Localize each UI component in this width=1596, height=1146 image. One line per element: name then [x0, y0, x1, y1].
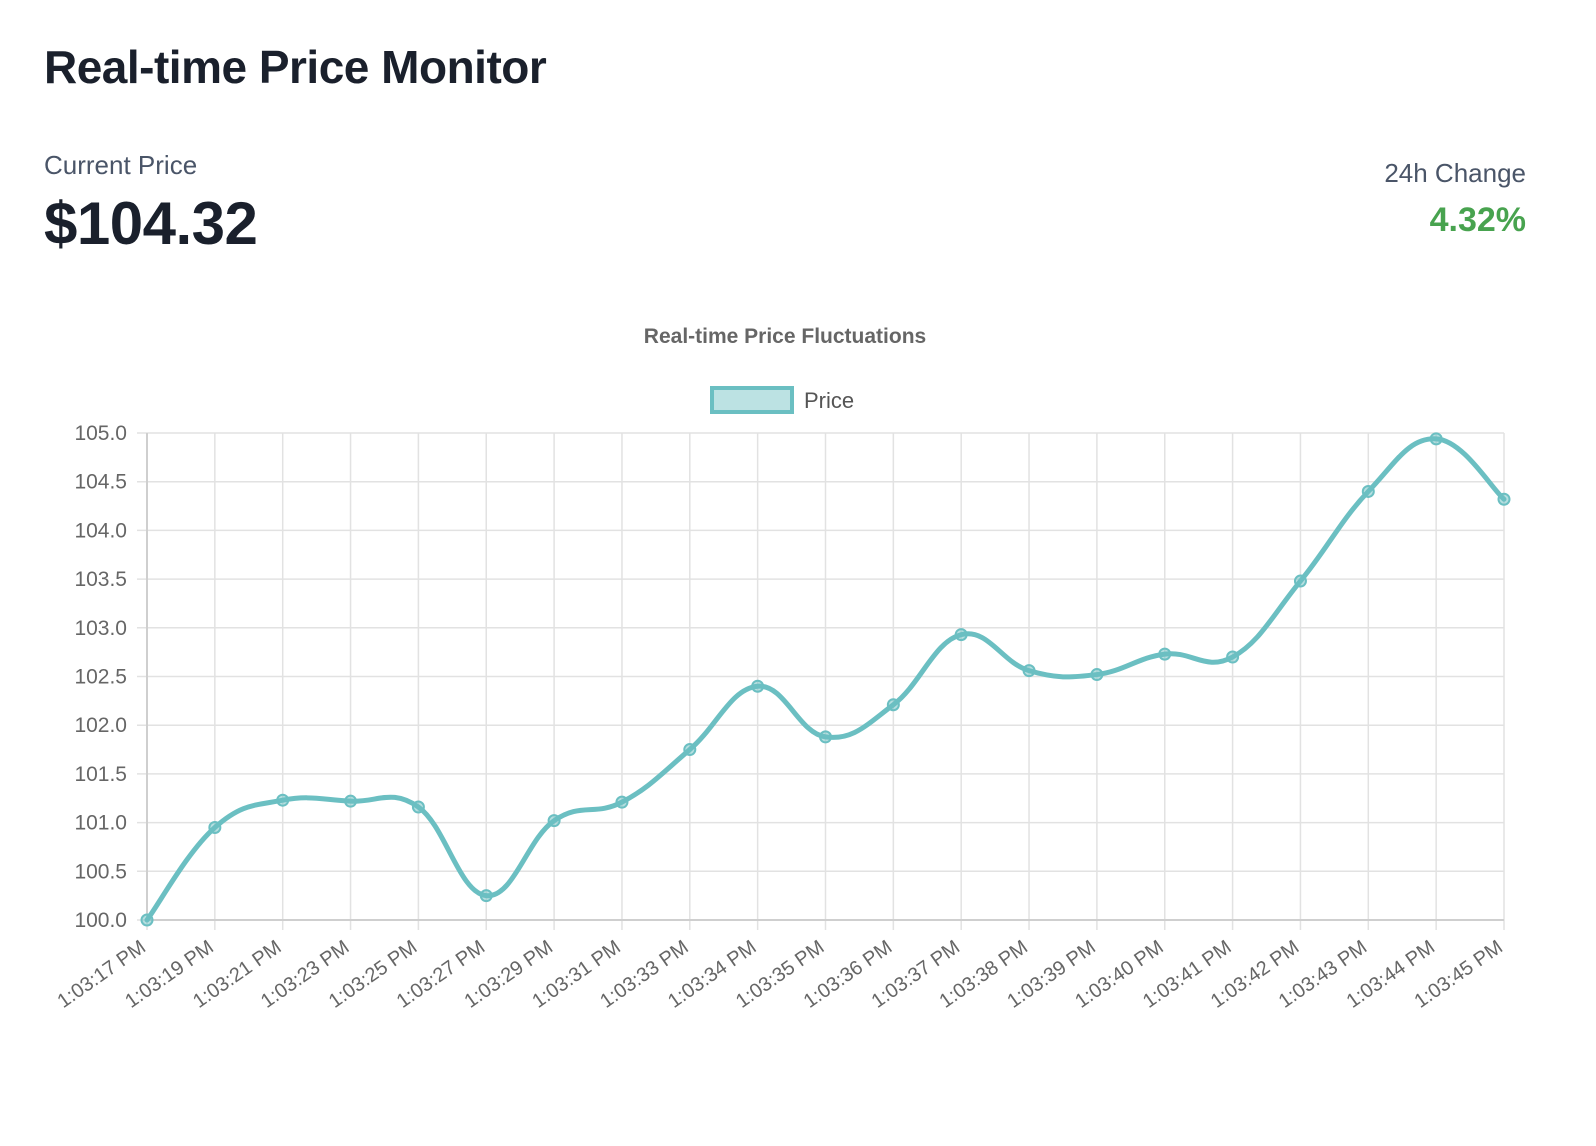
y-tick-label: 102.5 [74, 666, 127, 689]
data-point[interactable] [140, 913, 154, 927]
data-point[interactable] [1022, 664, 1036, 678]
current-price-value: $104.32 [44, 190, 258, 257]
y-tick-label: 100.5 [74, 860, 127, 883]
data-point[interactable] [1497, 492, 1511, 506]
legend-label: Price [804, 388, 854, 413]
y-tick-label: 100.0 [74, 909, 127, 932]
y-tick-label: 101.5 [74, 763, 127, 786]
y-tick-label: 103.0 [74, 617, 127, 640]
data-point[interactable] [411, 800, 425, 814]
data-point[interactable] [886, 698, 900, 712]
data-point[interactable] [479, 889, 493, 903]
data-point[interactable] [615, 795, 629, 809]
y-tick-label: 102.0 [74, 714, 127, 737]
price-chart: Real-time Price Fluctuations Price 100.0… [53, 325, 1511, 1013]
data-point[interactable] [819, 730, 832, 744]
data-point[interactable] [208, 820, 222, 834]
chart-title: Real-time Price Fluctuations [644, 325, 926, 348]
y-tick-label: 103.5 [74, 568, 127, 591]
data-point[interactable] [751, 679, 765, 693]
data-point[interactable] [1361, 484, 1375, 498]
series-price [140, 432, 1511, 927]
chart-grid [137, 432, 1505, 930]
data-point[interactable] [1429, 432, 1443, 446]
data-point[interactable] [344, 794, 358, 808]
change-block: 24h Change 4.32% [1384, 158, 1526, 240]
y-tick-label: 104.5 [74, 471, 127, 494]
data-point[interactable] [1226, 650, 1240, 664]
x-axis: 1:03:17 PM1:03:19 PM1:03:21 PM1:03:23 PM… [53, 919, 1507, 1013]
data-point[interactable] [1090, 668, 1104, 682]
chart-legend[interactable]: Price [710, 386, 854, 414]
y-axis: 100.0 100.5 101.0 101.5 102.0 102.5 103.0 103.5… [74, 422, 148, 932]
data-point[interactable] [547, 814, 561, 828]
y-tick-label: 105.0 [74, 422, 127, 445]
legend-swatch [710, 386, 794, 414]
current-price-block: Current Price $104.32 [44, 150, 258, 258]
page-title: Real-time Price Monitor [44, 41, 547, 93]
data-point[interactable] [683, 743, 697, 757]
data-point[interactable] [276, 793, 290, 807]
data-point[interactable] [954, 628, 968, 642]
change-value: 4.32% [1429, 201, 1526, 239]
data-point[interactable] [1293, 574, 1307, 588]
change-label: 24h Change [1384, 158, 1526, 188]
current-price-label: Current Price [44, 150, 198, 180]
data-point[interactable] [1158, 647, 1172, 661]
y-tick-label: 104.0 [74, 519, 127, 542]
y-tick-label: 101.0 [74, 812, 127, 835]
